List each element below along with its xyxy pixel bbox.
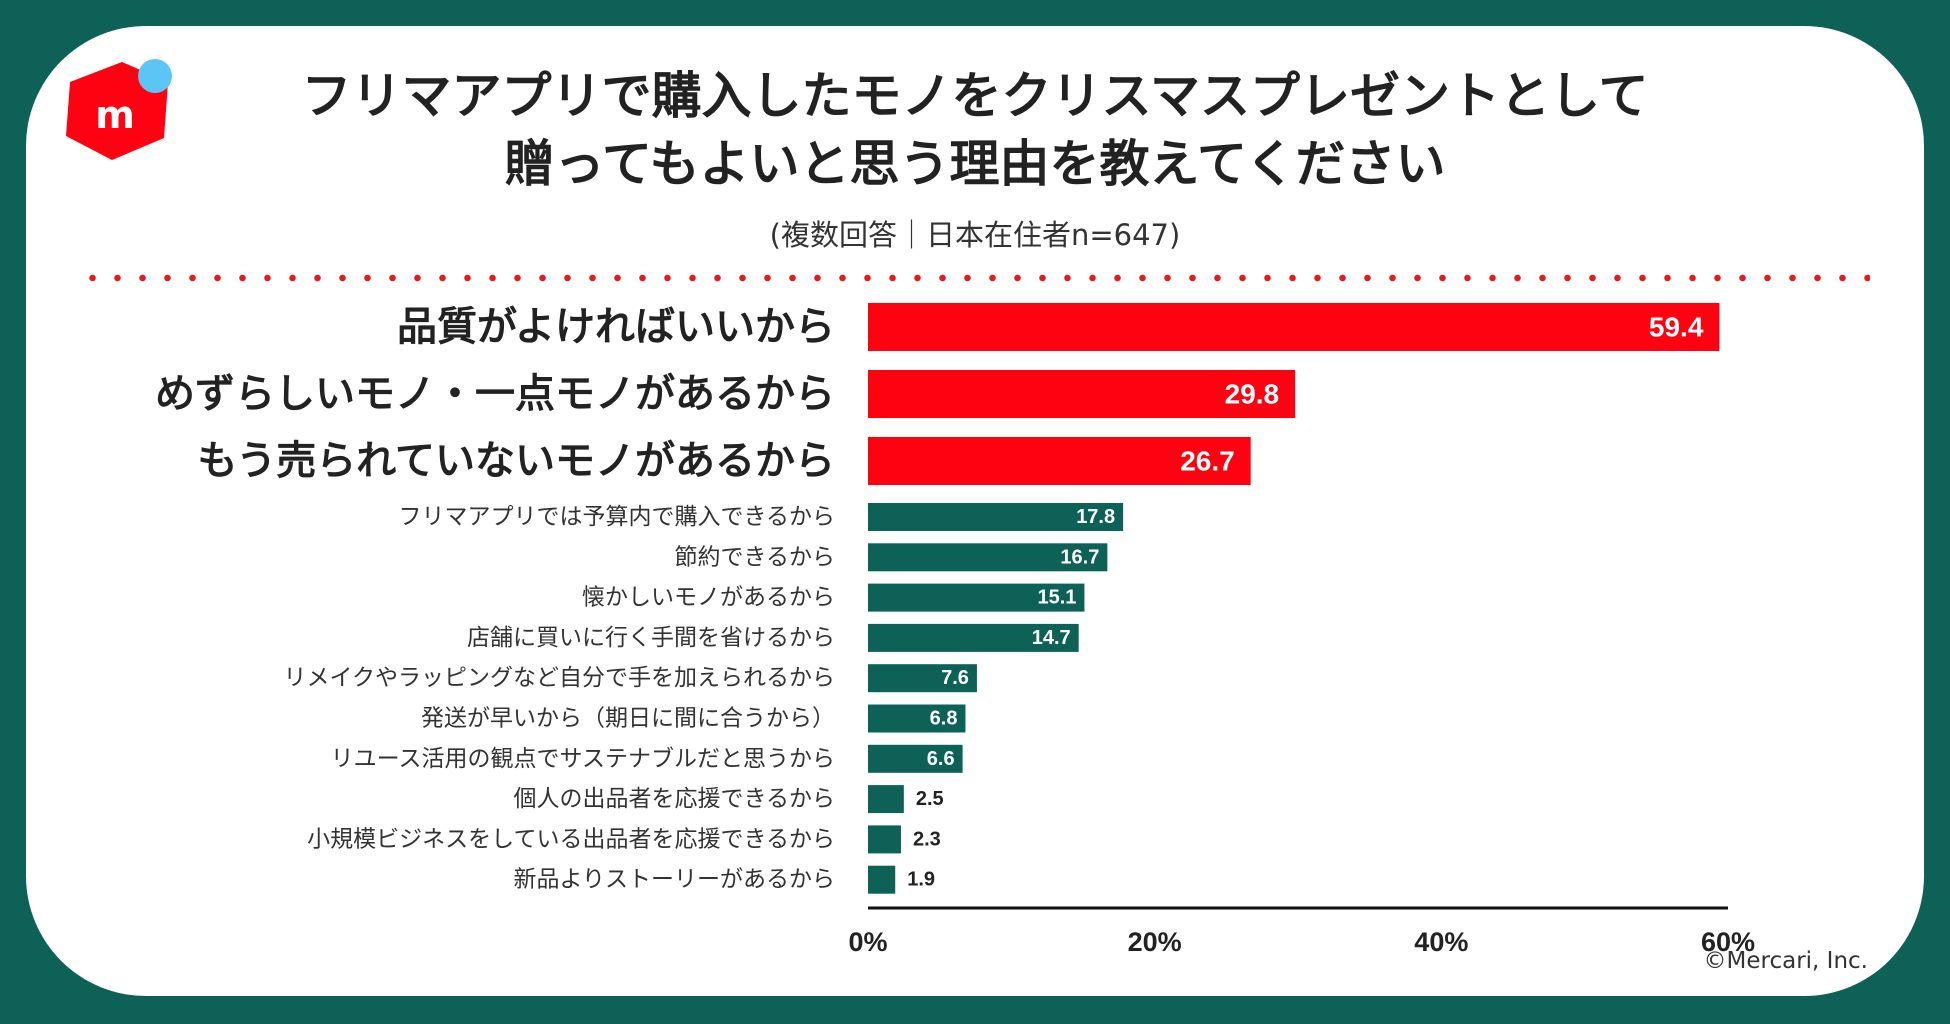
category-label: 懐かしいモノがあるから [582, 585, 835, 611]
category-label: もう売られていないモノがあるから [197, 438, 835, 484]
chart-title-line2: 贈ってもよいと思う理由を教えてください [504, 135, 1446, 193]
x-tick-label: 20% [1128, 927, 1182, 957]
bar [868, 543, 1108, 572]
bar [868, 744, 963, 773]
category-label: めずらしいモノ・一点モノがあるから [155, 371, 835, 417]
category-label: 新品よりストーリーがあるから [513, 867, 835, 893]
bar [868, 825, 901, 854]
bar [868, 623, 1079, 652]
value-label: 6.8 [930, 708, 958, 730]
chart-title-line1: フリマアプリで購入したモノをクリスマスプレゼントとして [301, 67, 1649, 125]
bar [868, 437, 1251, 485]
mercari-logo: m [66, 59, 172, 160]
category-label: リメイクやラッピングなど自分で手を加えられるから [283, 665, 835, 691]
bar [868, 865, 896, 894]
logo-dot [138, 59, 172, 93]
bar [868, 370, 1296, 418]
value-label: 7.6 [941, 667, 969, 689]
dotted-divider [80, 274, 1870, 282]
bar [868, 503, 1124, 531]
value-label: 2.3 [913, 828, 941, 850]
chart-subtitle: (複数回答｜日本在住者n=647) [769, 218, 1181, 252]
category-label: フリマアプリでは予算内で購入できるから [398, 504, 835, 530]
bar [868, 664, 977, 693]
x-tick-label: 60% [1701, 927, 1755, 957]
category-label: 店舗に買いに行く手間を省けるから [467, 625, 835, 651]
value-label: 14.7 [1032, 627, 1071, 649]
bar [868, 583, 1085, 612]
copyright-text: ©Mercari, Inc. [1703, 948, 1868, 974]
value-label: 17.8 [1076, 506, 1115, 528]
x-tick-label: 0% [848, 927, 887, 957]
category-label: 発送が早いから（期日に間に合うから） [421, 706, 835, 732]
value-label: 29.8 [1225, 379, 1280, 410]
value-label: 2.5 [916, 788, 944, 810]
value-label: 1.9 [907, 869, 935, 891]
value-label: 15.1 [1037, 587, 1076, 609]
value-label: 59.4 [1649, 312, 1704, 343]
bar [868, 785, 904, 814]
category-label: リユース活用の観点でサステナブルだと思うから [331, 746, 835, 772]
category-label: 節約できるから [674, 544, 835, 570]
x-tick-label: 40% [1414, 927, 1468, 957]
value-label: 6.6 [927, 748, 955, 770]
logo-letter: m [95, 93, 135, 137]
bar [868, 303, 1720, 351]
value-label: 16.7 [1060, 546, 1099, 568]
category-label: 品質がよければいいから [397, 304, 835, 350]
bar [868, 704, 966, 733]
value-label: 26.7 [1180, 446, 1235, 477]
category-label: 個人の出品者を応援できるから [513, 786, 835, 812]
category-label: 小規模ビジネスをしている出品者を応援できるから [307, 826, 835, 852]
